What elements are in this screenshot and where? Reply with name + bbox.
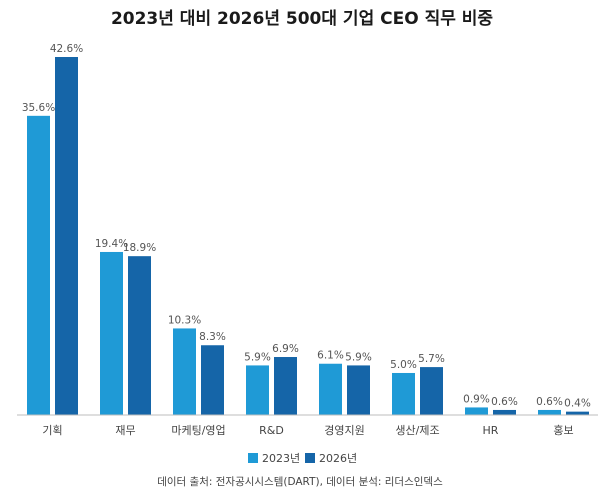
bar-0-6: [465, 407, 488, 415]
bar-0-2: [173, 328, 196, 415]
category-label-3: R&D: [259, 424, 284, 437]
category-label-6: HR: [483, 424, 499, 437]
data-label-0-0: 35.6%: [22, 102, 55, 114]
bar-0-3: [246, 365, 269, 415]
bar-0-1: [100, 251, 123, 415]
category-label-5: 생산/제조: [395, 424, 439, 437]
bar-1-0: [55, 57, 78, 415]
bar-1-6: [493, 409, 516, 415]
legend-label-2026: 2026년: [319, 452, 357, 465]
category-label-7: 홍보: [553, 423, 573, 437]
legend-swatch-2026: [305, 453, 315, 463]
data-label-0-6: 0.9%: [463, 393, 490, 405]
legend: 2023년 2026년: [248, 452, 357, 465]
bar-1-1: [128, 256, 151, 415]
legend-swatch-2023: [248, 453, 258, 463]
plot-area: 35.6% 42.6% 기획 19.4%18.9% 재무 10.3% 8.3% 마케팅/영업 5…: [22, 43, 591, 437]
data-label-0-3: 5.9%: [244, 351, 271, 363]
source-note: 데이터 출처: 전자공시시스템(DART), 데이터 분석: 리더스인덱스: [157, 476, 443, 488]
bar-1-7: [566, 411, 589, 415]
chart-title: 2023년 대비 2026년 500대 기업 CEO 직무 비중: [111, 9, 493, 29]
data-label-1-2: 8.3%: [199, 331, 226, 343]
data-label-0-1: 19.4%: [95, 238, 128, 250]
data-label-0-7: 0.6%: [536, 396, 563, 408]
data-label-1-0: 42.6%: [50, 43, 83, 55]
data-label-0-2: 10.3%: [168, 314, 201, 326]
data-label-1-7: 0.4%: [564, 398, 591, 410]
bar-1-4: [347, 365, 370, 415]
bar-1-2: [201, 345, 224, 415]
category-label-0: 기획: [42, 424, 62, 437]
data-label-0-4: 6.1%: [317, 350, 344, 362]
category-label-4: 경영지원: [324, 424, 364, 437]
data-label-1-5: 5.7%: [418, 353, 445, 365]
bar-1-5: [420, 367, 443, 415]
bar-0-0: [27, 115, 50, 415]
data-label-1-4: 5.9%: [345, 351, 372, 363]
bar-1-3: [274, 357, 297, 415]
bar-0-7: [538, 409, 561, 415]
legend-label-2023: 2023년: [262, 452, 300, 465]
data-label-1-1: 18.9%: [123, 242, 156, 254]
bar-0-4: [319, 363, 342, 415]
bar-0-5: [392, 372, 415, 415]
data-label-0-5: 5.0%: [390, 359, 417, 371]
category-label-2: 마케팅/영업: [171, 424, 225, 437]
data-label-1-3: 6.9%: [272, 343, 299, 355]
category-label-1: 재무: [115, 424, 135, 437]
data-label-1-6: 0.6%: [491, 396, 518, 408]
